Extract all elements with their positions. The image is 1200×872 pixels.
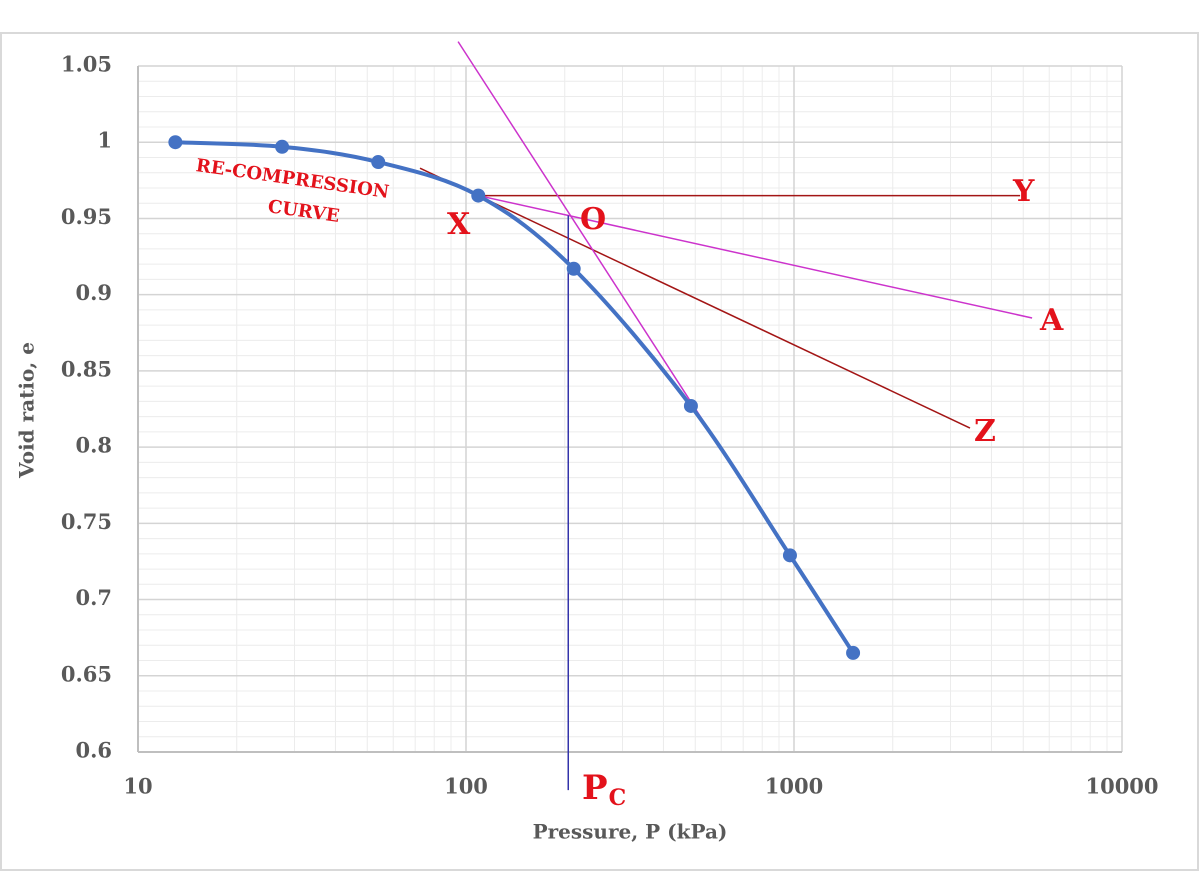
data-point xyxy=(275,139,290,154)
data-point xyxy=(683,398,698,413)
annotation: A xyxy=(1039,303,1064,338)
data-point xyxy=(782,548,797,563)
annotation: Z xyxy=(974,414,996,449)
y-tick-label: 0.85 xyxy=(61,356,112,381)
y-tick-label: 0.95 xyxy=(61,204,112,229)
annotation: Y xyxy=(1012,174,1035,209)
y-axis-title: Void ratio, e xyxy=(15,342,39,479)
y-tick-label: 0.6 xyxy=(75,738,112,763)
data-point xyxy=(566,261,581,276)
annotation: P xyxy=(582,768,608,808)
y-tick-label: 0.8 xyxy=(75,433,112,458)
y-tick-label: 0.75 xyxy=(61,509,112,534)
y-tick-label: 0.7 xyxy=(75,585,112,610)
construction-line xyxy=(419,167,971,429)
data-point xyxy=(471,188,486,203)
annotation: O xyxy=(580,202,606,237)
data-line xyxy=(175,140,855,654)
x-axis-title: Pressure, P (kPa) xyxy=(533,820,728,844)
y-tick-label: 1 xyxy=(97,128,112,153)
x-tick-label: 10 xyxy=(123,774,152,799)
x-tick-label: 100 xyxy=(444,774,488,799)
y-tick-label: 1.05 xyxy=(61,52,112,77)
data-point xyxy=(371,155,386,170)
chart-frame xyxy=(0,32,1199,871)
y-tick-label: 0.9 xyxy=(75,280,112,305)
annotation-subscript: C xyxy=(609,785,627,811)
x-tick-label: 1000 xyxy=(765,774,823,799)
x-tick-label: 10000 xyxy=(1085,774,1158,799)
annotation: X xyxy=(447,207,471,242)
y-tick-label: 0.65 xyxy=(61,661,112,686)
data-point xyxy=(846,645,861,660)
data-point xyxy=(168,135,183,150)
